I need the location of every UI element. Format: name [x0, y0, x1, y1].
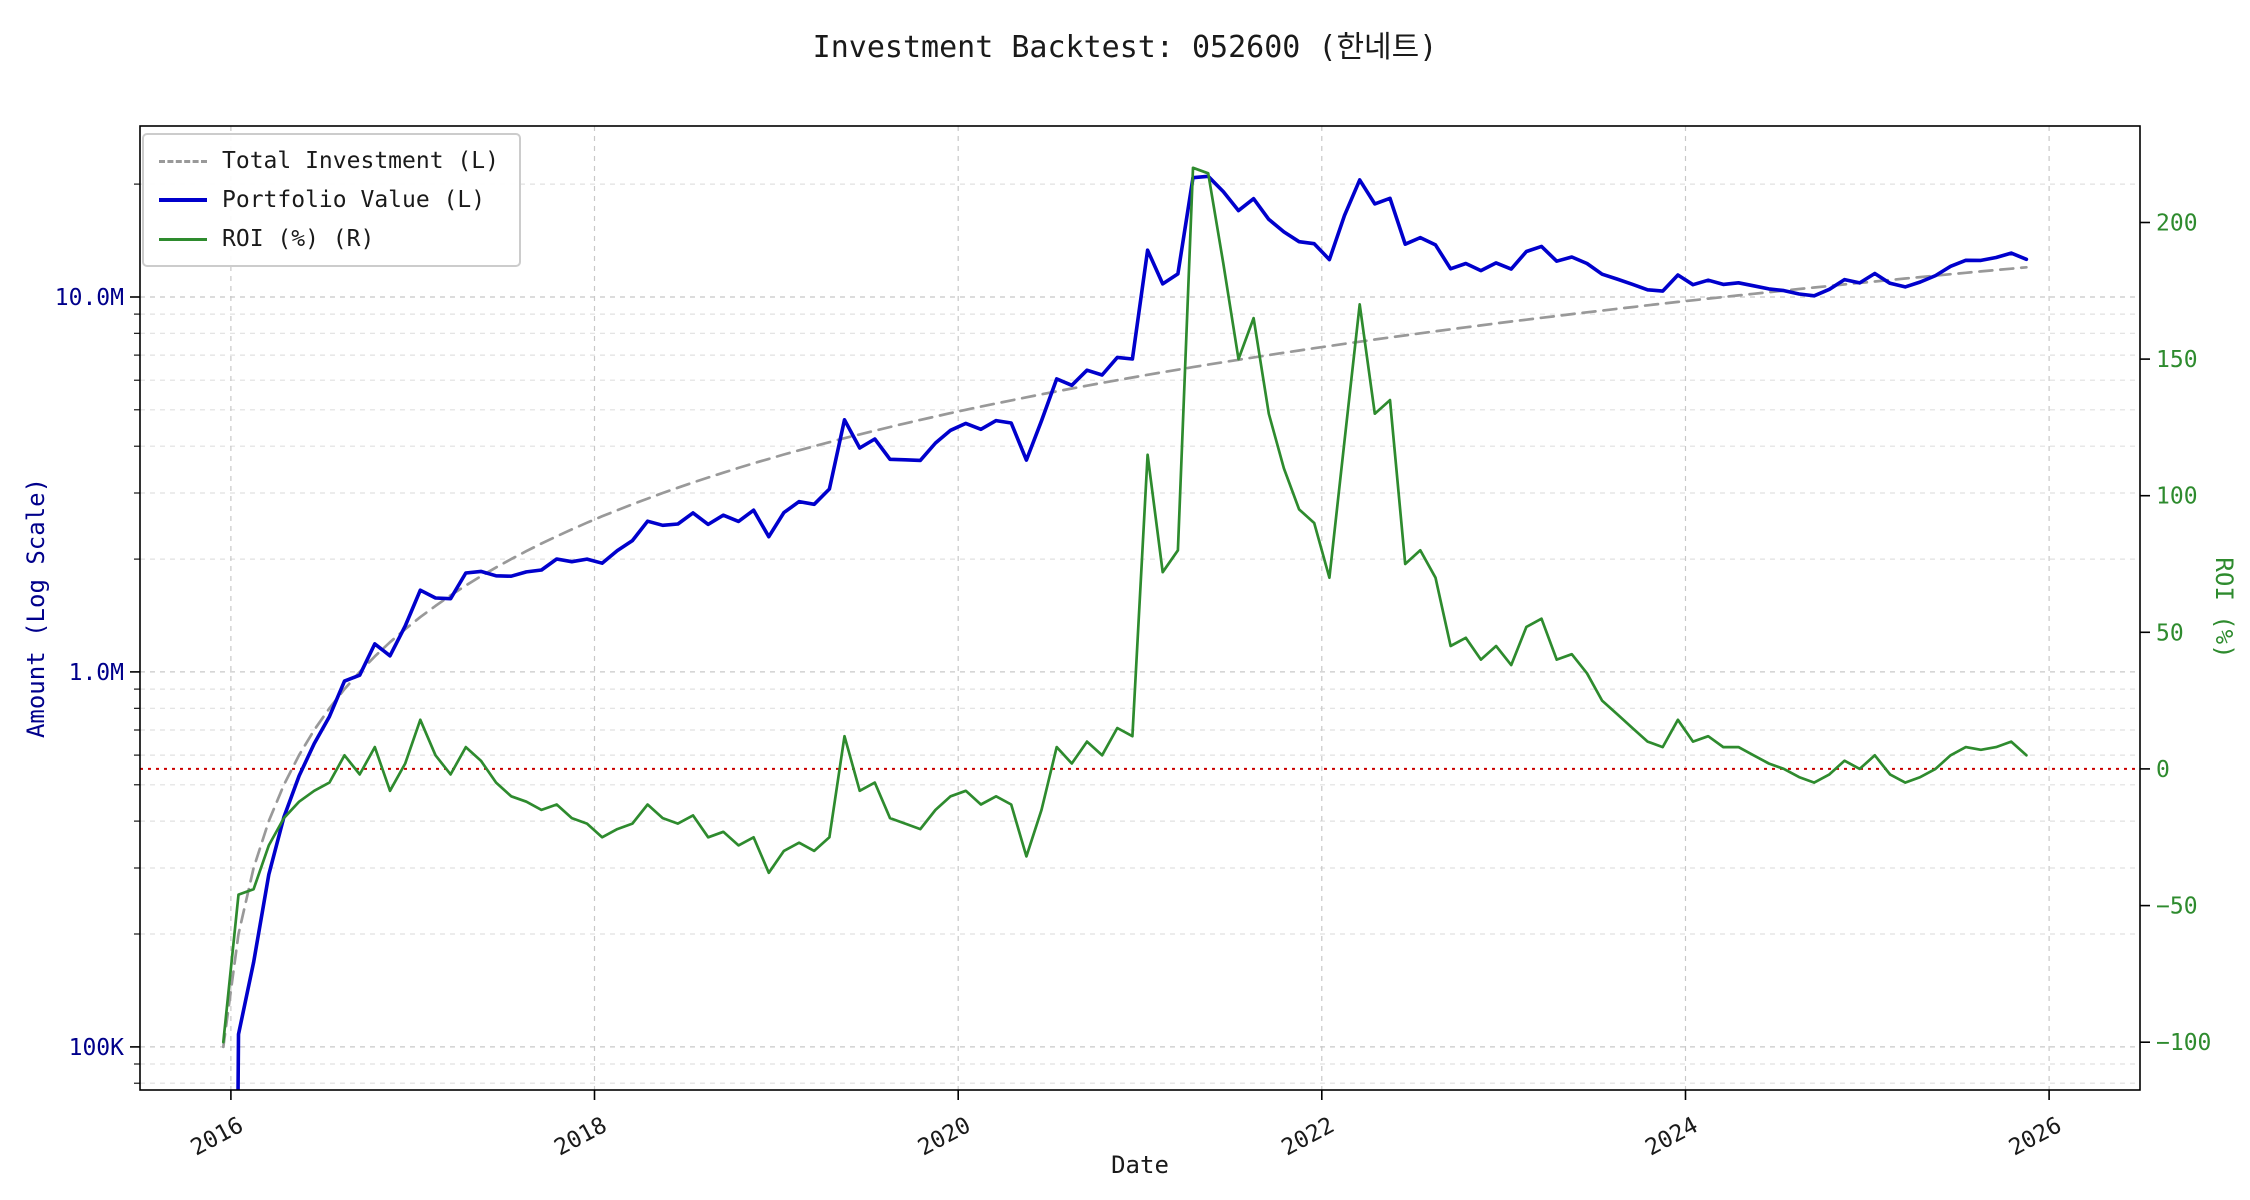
- legend-label-roi: ROI (%) (R): [222, 226, 375, 252]
- legend-item-roi: ROI (%) (R): [159, 226, 499, 252]
- y-right-tick-label: 100: [2156, 484, 2198, 510]
- x-tick-label: 2026: [2005, 1112, 2066, 1161]
- x-axis-label: Date: [1111, 1151, 1169, 1179]
- x-tick-label: 2020: [914, 1112, 975, 1161]
- y-right-tick-label: −100: [2156, 1030, 2211, 1056]
- legend-item-total-investment: Total Investment (L): [159, 148, 499, 174]
- chart-title: Investment Backtest: 052600 (한네트): [812, 30, 1438, 65]
- total-investment-line: [221, 265, 2028, 1049]
- legend-label-portfolio-value: Portfolio Value (L): [222, 187, 486, 213]
- x-tick-label: 2016: [187, 1112, 248, 1161]
- y-left-tick-label: 100K: [69, 1035, 125, 1061]
- y-right-tick-label: −50: [2156, 894, 2198, 920]
- y-axis-label-left: Amount (Log Scale): [22, 477, 50, 739]
- x-tick-label: 2022: [1278, 1112, 1339, 1161]
- portfolio-value-line: [236, 174, 2029, 1090]
- y-axis-label-right: ROI (%): [2210, 557, 2238, 659]
- legend-line-sample-portfolio-value: [159, 198, 207, 202]
- legend-line-sample-total-investment: [159, 159, 207, 163]
- y-right-tick-label: 50: [2156, 620, 2184, 646]
- x-tick-label: 2018: [550, 1112, 611, 1161]
- chart-legend: Total Investment (L) Portfolio Value (L)…: [142, 133, 521, 267]
- legend-item-portfolio-value: Portfolio Value (L): [159, 187, 499, 213]
- y-left-tick-label: 10.0M: [55, 285, 124, 311]
- y-right-tick-label: 200: [2156, 211, 2198, 237]
- y-right-tick-label: 0: [2156, 757, 2170, 783]
- x-tick-label: 2024: [1641, 1112, 1702, 1161]
- legend-label-total-investment: Total Investment (L): [222, 148, 499, 174]
- y-right-tick-label: 150: [2156, 347, 2198, 373]
- y-left-tick-label: 1.0M: [69, 660, 124, 686]
- roi-line: [221, 166, 2028, 1044]
- plot-frame: [139, 125, 2141, 1091]
- legend-line-sample-roi: [159, 237, 207, 241]
